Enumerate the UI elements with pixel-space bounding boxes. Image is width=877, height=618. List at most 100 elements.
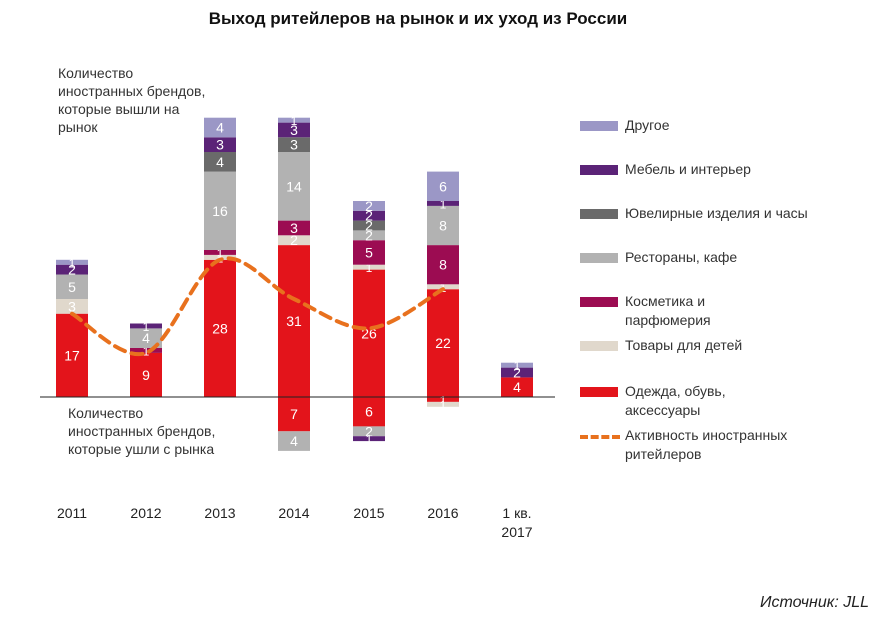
bar-entry-furniture (353, 210, 385, 221)
bar-entry-kids-label: 2 (290, 232, 298, 248)
bar-entry-restaurants (353, 230, 385, 241)
bar-entry-kids (56, 299, 88, 314)
bar-entry-clothing (501, 377, 533, 397)
bar-entry-kids (427, 284, 459, 290)
legend-item-furniture: Мебель и интерьер (580, 160, 855, 179)
bar-entry-furniture-label: 3 (216, 137, 224, 153)
x-tick-label: 2016 (427, 505, 458, 521)
bar-entry-clothing (204, 259, 236, 397)
chart-title: Выход ритейлеров на рынок и их уход из Р… (209, 9, 627, 28)
x-tick-label: 1 кв. 2017 (501, 505, 532, 540)
bar-entry-furniture (130, 323, 162, 329)
legend-item-activity: Активность иностранных ритейлеров (580, 426, 825, 464)
bar-entry-restaurants (204, 171, 236, 250)
legend-label-other: Другое (625, 117, 670, 133)
bar-exit-clothing (353, 397, 385, 427)
bar-entry-kids (278, 235, 310, 246)
bar-entry-furniture-label: 3 (290, 122, 298, 138)
legend-swatch-cosmetics (580, 297, 618, 307)
bar-entry-furniture-label: 2 (513, 365, 521, 381)
x-tick-label: 2014 (278, 505, 309, 521)
legend-label-jewelry: Ювелирные изделия и часы (625, 205, 808, 221)
bar-entry-jewelry (353, 220, 385, 231)
bar-exit-furniture-label: 1 (366, 433, 373, 447)
bar-entry-furniture (501, 367, 533, 378)
bar-entry-clothing (278, 245, 310, 397)
bar-entry-restaurants-label: 8 (439, 218, 447, 234)
bar-entry-cosmetics (427, 245, 459, 285)
bar-exit-restaurants (278, 431, 310, 451)
bar-entry-furniture (278, 122, 310, 138)
bar-entry-kids (204, 254, 236, 260)
bar-entry-clothing-label: 4 (513, 379, 521, 395)
bar-entry-restaurants-label: 5 (68, 279, 76, 295)
bar-entry-cosmetics (204, 250, 236, 255)
exit-note: Количество иностранных брендов, которые … (68, 405, 216, 457)
legend-label-restaurants: Рестораны, кафе (625, 249, 738, 265)
bar-entry-jewelry (204, 152, 236, 172)
bar-entry-furniture (204, 137, 236, 152)
bar-entry-other (56, 259, 88, 265)
bar-entry-furniture-label: 1 (143, 320, 150, 334)
bar-entry-restaurants-label: 14 (286, 178, 302, 194)
bar-entry-other-label: 1 (514, 359, 521, 373)
bar-entry-jewelry (278, 137, 310, 152)
legend-item-kids: Товары для детей (580, 336, 855, 355)
bar-exit-furniture (353, 436, 385, 442)
bar-entry-furniture (427, 201, 459, 206)
bar-entry-kids (353, 264, 385, 270)
legend-item-jewelry: Ювелирные изделия и часы (580, 204, 815, 223)
bar-entry-furniture-label: 1 (440, 197, 447, 211)
bar-entry-clothing-label: 31 (286, 313, 302, 329)
bar-entry-clothing (56, 313, 88, 397)
legend-swatch-kids (580, 341, 618, 351)
bar-entry-other (204, 117, 236, 138)
bar-entry-cosmetics-label: 5 (365, 244, 373, 260)
bar-exit-restaurants-label: 4 (290, 433, 298, 449)
bar-exit-clothing (427, 397, 459, 402)
bar-entry-other-label: 6 (439, 178, 447, 194)
bar-entry-other (501, 362, 533, 368)
bar-entry-other-label: 2 (365, 198, 373, 214)
legend-swatch-restaurants (580, 253, 618, 263)
bar-exit-clothing (278, 397, 310, 432)
bar-entry-cosmetics-label: 1 (217, 246, 224, 260)
x-tick-label: 2011 (57, 505, 87, 521)
source-note: Источник: JLL (760, 594, 869, 611)
bar-entry-cosmetics-label: 1 (143, 344, 150, 358)
bar-entry-cosmetics (278, 220, 310, 236)
x-tick-label: 2012 (130, 505, 161, 521)
legend-label-cosmetics: Косметика и парфюмерия (625, 293, 711, 328)
legend-item-clothing: Одежда, обувь, аксессуары (580, 382, 775, 420)
activity-trend-line (70, 256, 445, 357)
bar-entry-clothing-label: 9 (142, 367, 150, 383)
bar-exit-kids-label: 1 (440, 398, 447, 412)
legend-swatch-other (580, 121, 618, 131)
bar-entry-restaurants (278, 152, 310, 221)
legend-swatch-furniture (580, 165, 618, 175)
bar-entry-cosmetics-label: 3 (290, 220, 298, 236)
bar-entry-clothing-label: 28 (212, 320, 228, 336)
legend-label-furniture: Мебель и интерьер (625, 161, 751, 177)
bar-entry-kids-label: 1 (366, 261, 373, 275)
legend-item-cosmetics: Косметика и парфюмерия (580, 292, 755, 330)
bar-entry-other (427, 171, 459, 201)
x-tick-label: 2013 (204, 505, 235, 521)
bar-entry-furniture-label: 2 (365, 208, 373, 224)
bar-entry-restaurants (427, 205, 459, 246)
bar-entry-cosmetics (353, 240, 385, 265)
legend-swatch-clothing (580, 387, 618, 397)
bar-entry-restaurants-label: 16 (212, 203, 228, 219)
bar-entry-other (278, 117, 310, 123)
legend-item-restaurants: Рестораны, кафе (580, 248, 855, 267)
bar-entry-restaurants-label: 4 (142, 330, 150, 346)
bar-exit-clothing-label: 1 (440, 393, 447, 407)
bar-entry-other (353, 201, 385, 211)
bar-entry-jewelry-label: 2 (365, 218, 373, 234)
bar-entry-other-label: 1 (291, 114, 298, 128)
bar-entry-kids-label: 3 (68, 298, 76, 314)
bar-entry-restaurants (130, 328, 162, 348)
bar-exit-restaurants-label: 2 (365, 423, 373, 439)
bar-entry-cosmetics-label: 8 (439, 257, 447, 273)
